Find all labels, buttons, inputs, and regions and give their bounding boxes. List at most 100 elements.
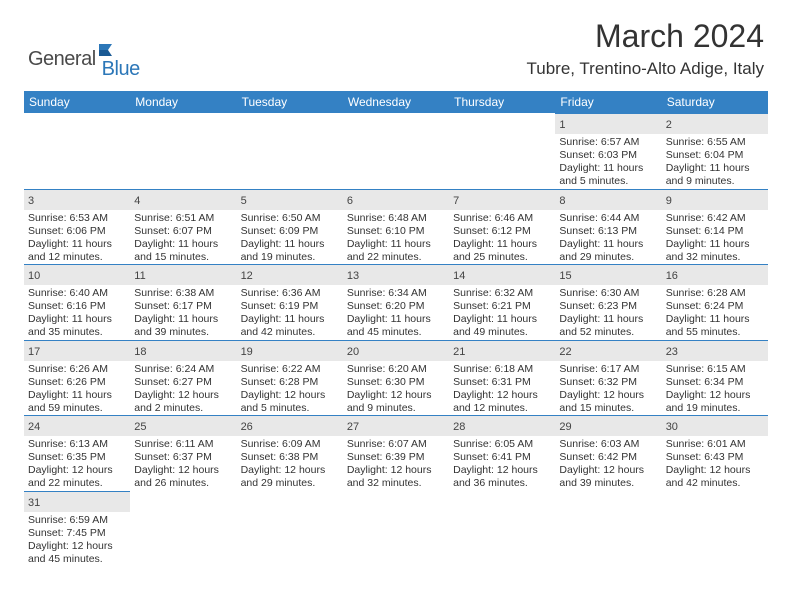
- daylight-line: Daylight: 12 hours and 5 minutes.: [237, 389, 343, 415]
- calendar-day-cell: 23Sunrise: 6:15 AMSunset: 6:34 PMDayligh…: [662, 340, 768, 416]
- day-number-bar: 29: [555, 415, 661, 436]
- sunrise-line: Sunrise: 6:11 AM: [130, 438, 236, 451]
- sunset-line: Sunset: 6:42 PM: [555, 451, 661, 464]
- sunset-line: Sunset: 6:41 PM: [449, 451, 555, 464]
- day-number-bar: 31: [24, 491, 130, 512]
- sunset-line: Sunset: 7:45 PM: [24, 527, 130, 540]
- daylight-line: Daylight: 11 hours and 59 minutes.: [24, 389, 130, 415]
- brand-general: General: [28, 48, 96, 71]
- day-number-bar: 21: [449, 340, 555, 361]
- sunrise-line: Sunrise: 6:09 AM: [237, 438, 343, 451]
- calendar-day-cell: [449, 491, 555, 567]
- calendar-day-cell: [343, 491, 449, 567]
- day-number: 9: [666, 195, 672, 207]
- sunrise-line: Sunrise: 6:26 AM: [24, 363, 130, 376]
- day-number-bar: 12: [237, 264, 343, 285]
- calendar-week-row: 24Sunrise: 6:13 AMSunset: 6:35 PMDayligh…: [24, 415, 768, 491]
- calendar-day-cell: [237, 113, 343, 189]
- calendar-day-cell: 11Sunrise: 6:38 AMSunset: 6:17 PMDayligh…: [130, 264, 236, 340]
- day-number: 2: [666, 119, 672, 131]
- calendar-day-cell: 31Sunrise: 6:59 AMSunset: 7:45 PMDayligh…: [24, 491, 130, 567]
- day-number: 27: [347, 421, 359, 433]
- calendar-day-cell: 14Sunrise: 6:32 AMSunset: 6:21 PMDayligh…: [449, 264, 555, 340]
- calendar-week-row: 17Sunrise: 6:26 AMSunset: 6:26 PMDayligh…: [24, 340, 768, 416]
- calendar-day-cell: 19Sunrise: 6:22 AMSunset: 6:28 PMDayligh…: [237, 340, 343, 416]
- day-number-bar: 10: [24, 264, 130, 285]
- sunset-line: Sunset: 6:16 PM: [24, 300, 130, 313]
- day-number-bar: 1: [555, 113, 661, 134]
- daylight-line: Daylight: 11 hours and 12 minutes.: [24, 238, 130, 264]
- day-number: 15: [559, 270, 571, 282]
- sunrise-line: Sunrise: 6:01 AM: [662, 438, 768, 451]
- brand-logo: General Blue: [28, 38, 140, 81]
- day-number: 23: [666, 346, 678, 358]
- day-number: 6: [347, 195, 353, 207]
- day-number-bar: 22: [555, 340, 661, 361]
- calendar-day-cell: 15Sunrise: 6:30 AMSunset: 6:23 PMDayligh…: [555, 264, 661, 340]
- sunset-line: Sunset: 6:34 PM: [662, 376, 768, 389]
- sunset-line: Sunset: 6:04 PM: [662, 149, 768, 162]
- sunrise-line: Sunrise: 6:15 AM: [662, 363, 768, 376]
- calendar-day-cell: 10Sunrise: 6:40 AMSunset: 6:16 PMDayligh…: [24, 264, 130, 340]
- daylight-line: Daylight: 12 hours and 36 minutes.: [449, 464, 555, 490]
- day-number-bar: 5: [237, 189, 343, 210]
- title-block: March 2024 Tubre, Trentino-Alto Adige, I…: [527, 18, 765, 79]
- sunrise-line: Sunrise: 6:36 AM: [237, 287, 343, 300]
- sunset-line: Sunset: 6:06 PM: [24, 225, 130, 238]
- sunset-line: Sunset: 6:12 PM: [449, 225, 555, 238]
- day-number-bar: 25: [130, 415, 236, 436]
- sunrise-line: Sunrise: 6:05 AM: [449, 438, 555, 451]
- daylight-line: Daylight: 11 hours and 25 minutes.: [449, 238, 555, 264]
- sunset-line: Sunset: 6:27 PM: [130, 376, 236, 389]
- daylight-line: Daylight: 12 hours and 42 minutes.: [662, 464, 768, 490]
- day-number: 14: [453, 270, 465, 282]
- day-number-bar: 30: [662, 415, 768, 436]
- daylight-line: Daylight: 12 hours and 39 minutes.: [555, 464, 661, 490]
- day-number: 16: [666, 270, 678, 282]
- day-number-bar: 9: [662, 189, 768, 210]
- sunset-line: Sunset: 6:07 PM: [130, 225, 236, 238]
- sunrise-line: Sunrise: 6:03 AM: [555, 438, 661, 451]
- sunset-line: Sunset: 6:30 PM: [343, 376, 449, 389]
- sunset-line: Sunset: 6:10 PM: [343, 225, 449, 238]
- calendar-day-cell: 6 Sunrise: 6:48 AMSunset: 6:10 PMDaylight…: [343, 189, 449, 265]
- calendar-day-cell: [662, 491, 768, 567]
- calendar-day-cell: [130, 113, 236, 189]
- sunset-line: Sunset: 6:13 PM: [555, 225, 661, 238]
- sunrise-line: Sunrise: 6:38 AM: [130, 287, 236, 300]
- daylight-line: Daylight: 11 hours and 9 minutes.: [662, 162, 768, 188]
- day-header: Thursday: [449, 91, 555, 113]
- sunset-line: Sunset: 6:23 PM: [555, 300, 661, 313]
- daylight-line: Daylight: 11 hours and 29 minutes.: [555, 238, 661, 264]
- day-number: 30: [666, 421, 678, 433]
- daylight-line: Daylight: 11 hours and 22 minutes.: [343, 238, 449, 264]
- calendar-day-cell: 20Sunrise: 6:20 AMSunset: 6:30 PMDayligh…: [343, 340, 449, 416]
- day-number-bar: 28: [449, 415, 555, 436]
- sunrise-line: Sunrise: 6:57 AM: [555, 136, 661, 149]
- sunrise-line: Sunrise: 6:13 AM: [24, 438, 130, 451]
- sunrise-line: Sunrise: 6:48 AM: [343, 212, 449, 225]
- day-number: 10: [28, 270, 40, 282]
- calendar-day-cell: 2Sunrise: 6:55 AMSunset: 6:04 PMDaylight…: [662, 113, 768, 189]
- sunset-line: Sunset: 6:21 PM: [449, 300, 555, 313]
- daylight-line: Daylight: 11 hours and 55 minutes.: [662, 313, 768, 339]
- sunset-line: Sunset: 6:38 PM: [237, 451, 343, 464]
- daylight-line: Daylight: 11 hours and 42 minutes.: [237, 313, 343, 339]
- sunrise-line: Sunrise: 6:30 AM: [555, 287, 661, 300]
- calendar-day-cell: [237, 491, 343, 567]
- sunset-line: Sunset: 6:43 PM: [662, 451, 768, 464]
- daylight-line: Daylight: 12 hours and 15 minutes.: [555, 389, 661, 415]
- month-title: March 2024: [527, 18, 765, 55]
- sunrise-line: Sunrise: 6:50 AM: [237, 212, 343, 225]
- sunset-line: Sunset: 6:35 PM: [24, 451, 130, 464]
- calendar-day-cell: [343, 113, 449, 189]
- calendar-body: 1Sunrise: 6:57 AMSunset: 6:03 PMDaylight…: [24, 113, 768, 566]
- day-number: 4: [134, 195, 140, 207]
- day-number: 22: [559, 346, 571, 358]
- calendar-day-cell: 12Sunrise: 6:36 AMSunset: 6:19 PMDayligh…: [237, 264, 343, 340]
- sunrise-line: Sunrise: 6:07 AM: [343, 438, 449, 451]
- sunset-line: Sunset: 6:14 PM: [662, 225, 768, 238]
- calendar-day-cell: 9Sunrise: 6:42 AMSunset: 6:14 PMDaylight…: [662, 189, 768, 265]
- calendar-day-cell: 4Sunrise: 6:51 AMSunset: 6:07 PMDaylight…: [130, 189, 236, 265]
- sunrise-line: Sunrise: 6:32 AM: [449, 287, 555, 300]
